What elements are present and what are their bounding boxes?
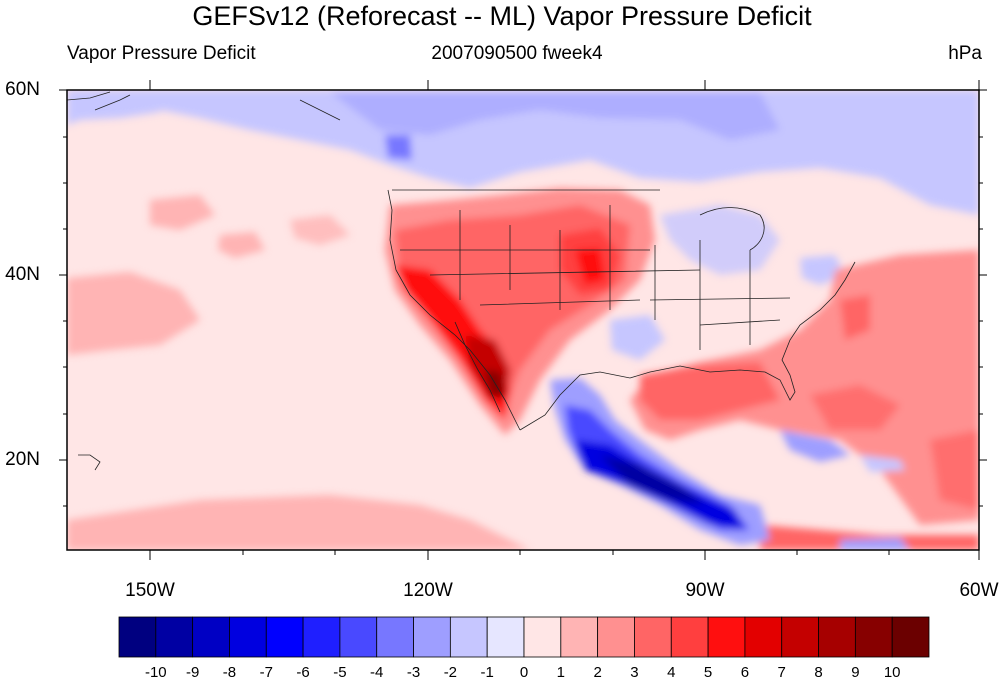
colorbar-tick-label: -4 bbox=[370, 664, 384, 681]
colorbar-tick-label: -2 bbox=[443, 664, 458, 681]
axis-ticks bbox=[59, 80, 987, 560]
colorbar-swatch bbox=[597, 616, 635, 658]
lat-label-40n: 40N bbox=[5, 264, 40, 285]
units-label: hPa bbox=[948, 43, 982, 64]
colorbar-swatch bbox=[302, 616, 341, 658]
colorbar-tick-label: -10 bbox=[144, 664, 167, 681]
colorbar-tick-label: 1 bbox=[556, 664, 565, 681]
colorbar-tick-label: 4 bbox=[667, 664, 676, 681]
colorbar-swatch bbox=[560, 616, 599, 658]
colorbar-tick-label: -1 bbox=[480, 664, 494, 681]
colorbar-swatch bbox=[854, 616, 893, 658]
colorbar-tick-label: 2 bbox=[593, 664, 602, 681]
colorbar-tick-label: 5 bbox=[703, 664, 713, 681]
colorbar-swatch bbox=[155, 616, 194, 658]
map-title: GEFSv12 (Reforecast -- ML) Vapor Pressur… bbox=[192, 1, 812, 31]
colorbar-tick-label: 3 bbox=[630, 664, 639, 681]
map-field bbox=[67, 90, 979, 550]
colorbar-tick-label: -8 bbox=[222, 664, 237, 681]
map-frame bbox=[66, 89, 980, 551]
colorbar-swatch bbox=[449, 616, 488, 658]
colorbar-swatch bbox=[707, 616, 746, 658]
colorbar-tick-label: -6 bbox=[296, 664, 310, 681]
colorbar-swatch bbox=[376, 616, 414, 658]
colorbar-tick-label: -5 bbox=[333, 664, 347, 681]
lat-label-20n: 20N bbox=[5, 449, 40, 470]
colorbar-swatch bbox=[118, 616, 157, 658]
colorbar-swatch bbox=[818, 616, 856, 658]
variable-label: Vapor Pressure Deficit bbox=[67, 43, 256, 64]
colorbar-swatch bbox=[744, 616, 783, 658]
colorbar-swatch bbox=[339, 616, 378, 658]
colorbar-swatch bbox=[486, 616, 525, 658]
colorbar-swatch bbox=[891, 616, 930, 658]
colorbar-swatch bbox=[192, 616, 230, 658]
lon-label-90w: 90W bbox=[685, 580, 725, 601]
forecast-date-label: 2007090500 fweek4 bbox=[431, 43, 603, 64]
colorbar-tick-label: 6 bbox=[740, 664, 750, 681]
colorbar-swatch bbox=[229, 616, 267, 658]
colorbar-tick-label: -7 bbox=[259, 664, 273, 681]
lat-label-60n: 60N bbox=[5, 79, 40, 100]
colorbar-swatch bbox=[781, 616, 819, 658]
colorbar-tick-label: -3 bbox=[406, 664, 421, 681]
colorbar-swatch bbox=[413, 616, 451, 658]
colorbar-swatch bbox=[634, 616, 672, 658]
colorbar-tick-label: 10 bbox=[883, 664, 901, 681]
colorbar-tick-label: 8 bbox=[814, 664, 823, 681]
colorbar-swatch bbox=[523, 616, 562, 658]
colorbar-swatch bbox=[265, 616, 304, 658]
colorbar-swatch bbox=[670, 616, 709, 658]
colorbar-tick-label: -9 bbox=[185, 664, 200, 681]
lon-label-150w: 150W bbox=[125, 580, 175, 601]
lon-label-120w: 120W bbox=[403, 580, 453, 601]
coastline-outlines bbox=[67, 91, 856, 471]
colorbar-tick-label: 9 bbox=[851, 664, 860, 681]
colorbar-tick-label: 0 bbox=[519, 664, 529, 681]
colorbar bbox=[118, 616, 930, 658]
lon-label-60w: 60W bbox=[959, 580, 999, 601]
colorbar-tick-label: 7 bbox=[777, 664, 786, 681]
